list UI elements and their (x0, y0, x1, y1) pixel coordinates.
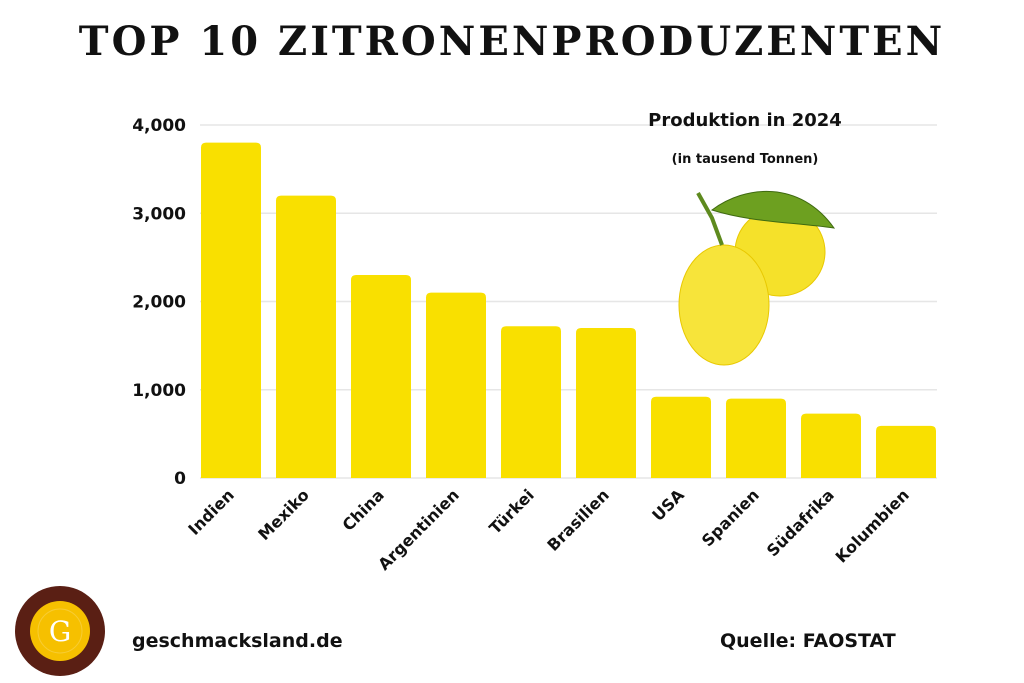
svg-text:G: G (49, 615, 71, 648)
bar-spanien (726, 398, 786, 478)
x-tick-label: Mexiko (254, 485, 313, 544)
chart-subtitle: Produktion in 2024 (648, 110, 842, 131)
x-tick-label: Indien (184, 485, 237, 538)
bar-türkei (501, 326, 561, 478)
x-tick-label: China (338, 485, 387, 534)
bar-indien (201, 142, 261, 478)
y-tick-label: 0 (174, 469, 186, 489)
x-tick-label: Kolumbien (832, 485, 913, 566)
lemon-illustration (678, 190, 836, 366)
bar-china (351, 275, 411, 478)
bar-mexiko (276, 195, 336, 478)
bar-kolumbien (876, 425, 936, 478)
bar-usa (651, 396, 711, 478)
x-tick-label: Türkei (485, 485, 537, 537)
y-tick-label: 1,000 (132, 381, 186, 401)
y-tick-label: 2,000 (132, 293, 186, 313)
bar-brasilien (576, 327, 636, 478)
x-tick-label: Spanien (698, 485, 763, 550)
y-tick-label: 3,000 (132, 204, 186, 224)
geschmacksland-logo: G (15, 586, 105, 676)
unit-note: (in tausend Tonnen) (671, 152, 819, 167)
bar-südafrika (801, 413, 861, 478)
x-tick-label: Südafrika (763, 485, 838, 560)
source-label: Quelle: FAOSTAT (720, 630, 896, 652)
chart-title: TOP 10 ZITRONENPRODUZENTEN (78, 18, 946, 65)
website-label: geschmacksland.de (132, 630, 343, 652)
x-tick-label: USA (648, 485, 688, 525)
bar-argentinien (426, 292, 486, 478)
x-tick-label: Brasilien (543, 485, 612, 554)
y-tick-label: 4,000 (132, 116, 186, 136)
